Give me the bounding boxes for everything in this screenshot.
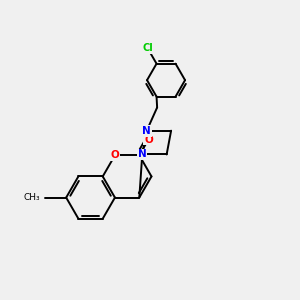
Text: N: N <box>142 126 151 136</box>
Text: Cl: Cl <box>142 44 153 53</box>
Text: CH₃: CH₃ <box>23 193 40 202</box>
Text: O: O <box>111 150 119 160</box>
Text: O: O <box>144 134 153 145</box>
Text: N: N <box>138 149 147 160</box>
